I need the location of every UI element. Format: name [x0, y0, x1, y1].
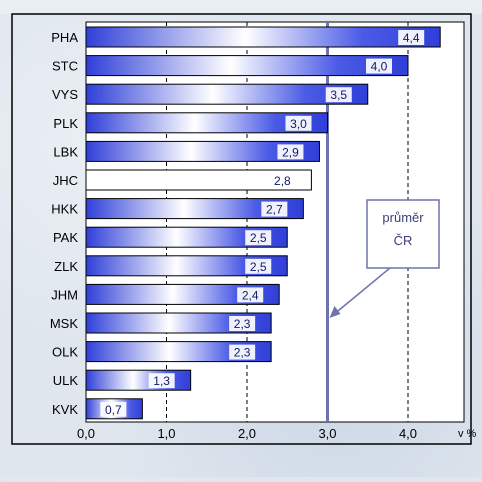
value-labels: 4,4 4,0 3,5 3,0 2,9 2,8 2,7 2,5 2,5 2,4 2,3 2,3 1,3 0… [100, 30, 425, 417]
category-label-stc: STC [52, 59, 78, 74]
x-tick-label-4: 4,0 [399, 426, 417, 441]
category-label-lbk: LBK [53, 144, 78, 159]
value-label-bg-olk [229, 344, 256, 360]
value-label-zlk: 2,5 [250, 260, 267, 274]
category-label-jhm: JHM [51, 287, 78, 302]
x-tick-label-1: 1,0 [157, 426, 175, 441]
category-label-ulk: ULK [53, 373, 79, 388]
value-label-olk: 2,3 [234, 346, 251, 360]
value-label-bg-hkk [261, 201, 288, 217]
bar-zlk [85, 255, 288, 277]
value-label-bg-ulk [148, 373, 175, 389]
category-label-zlk: ZLK [54, 259, 78, 274]
value-label-pha: 4,4 [403, 31, 420, 45]
bar-vys [85, 83, 369, 105]
value-label-pak: 2,5 [250, 231, 267, 245]
value-label-bg-jhc [269, 173, 296, 188]
value-label-bg-lbk [277, 144, 304, 160]
bar-jhc [85, 169, 312, 191]
annotation-arrow-line [335, 267, 391, 314]
bar-stc [85, 55, 409, 77]
x-unit-label: v % [458, 428, 477, 440]
annotation-text-line1: průměr [382, 210, 424, 225]
category-label-vys: VYS [52, 87, 78, 102]
bar-msk [85, 312, 272, 334]
category-label-hkk: HKK [51, 202, 78, 217]
x-tick-label-3: 3,0 [318, 426, 336, 441]
value-label-bg-msk [229, 316, 256, 331]
value-label-plk: 3,0 [290, 117, 307, 131]
value-label-kvk: 0,7 [105, 403, 122, 417]
category-label-kvk: KVK [52, 402, 78, 417]
bar-pak [85, 226, 288, 248]
bar-lbk [85, 140, 320, 162]
top-strip [0, 0, 482, 14]
category-label-msk: MSK [50, 316, 79, 331]
value-label-stc: 4,0 [371, 60, 388, 74]
bar-plk [85, 112, 328, 134]
value-label-hkk: 2,7 [266, 203, 283, 217]
category-label-pak: PAK [53, 230, 78, 245]
value-label-lbk: 2,9 [282, 145, 299, 159]
value-label-msk: 2,3 [234, 317, 251, 331]
annotation-text-line2: ČR [394, 233, 413, 248]
bar-hkk [85, 198, 304, 220]
bar-pha [85, 26, 441, 48]
bars-layer [85, 26, 441, 420]
category-label-jhc: JHC [53, 173, 78, 188]
category-labels: PHA STC VYS PLK LBK JHC HKK PAK ZLK JHM MSK OLK ULK K… [50, 30, 79, 417]
x-axis-ticks: 0,0 1,0 2,0 3,0 4,0 [77, 426, 417, 441]
bar-ulk [85, 369, 192, 391]
value-label-jhm: 2,4 [242, 288, 259, 302]
value-label-bg-plk [285, 115, 312, 131]
bar-jhm [85, 283, 280, 305]
annotation-arrowhead [329, 306, 341, 318]
value-label-bg-pha [398, 30, 425, 45]
value-label-bg-zlk [245, 258, 272, 274]
value-label-bg-pak [245, 230, 272, 246]
value-label-bg-jhm [237, 287, 264, 303]
value-label-vys: 3,5 [330, 88, 347, 102]
value-label-ulk: 1,3 [153, 374, 170, 388]
value-label-bg-stc [366, 58, 392, 74]
value-label-bg-vys [325, 87, 352, 103]
value-label-jhc: 2,8 [274, 174, 291, 188]
plot-frame [11, 13, 472, 445]
category-label-plk: PLK [53, 116, 78, 131]
bar-olk [85, 341, 272, 363]
x-tick-label-2: 2,0 [238, 426, 256, 441]
category-label-pha: PHA [51, 30, 78, 45]
annotation-box [366, 199, 440, 269]
category-label-olk: OLK [52, 345, 78, 360]
x-tick-label-0: 0,0 [77, 426, 95, 441]
annotation-layer: průměr ČR [329, 199, 440, 318]
value-label-bg-kvk [100, 401, 127, 417]
